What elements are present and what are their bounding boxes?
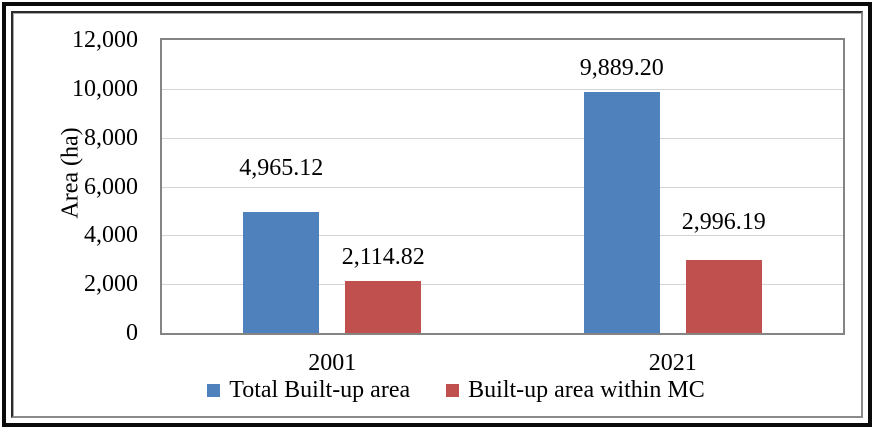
bar-value-label: 4,965.12 [239,154,324,181]
y-tick-label: 6,000 [84,173,138,200]
figure-inner-frame: Area (ha) 0 2,000 4,000 6,000 8,000 10,000 12,… [11,11,863,418]
gridline [162,284,843,286]
x-category-label: 2001 [308,350,357,376]
bar-2001-series-0 [243,211,320,333]
gridline [162,137,843,139]
bar-value-label: 9,889.20 [579,54,664,81]
y-tick-label: 2,000 [84,271,138,298]
y-tick-label: 8,000 [84,124,138,151]
bar-2001-series-1 [345,281,422,333]
bar-2021-series-0 [583,91,660,333]
x-category-label: 2021 [648,350,697,376]
legend-label: Total Built-up area [229,377,411,403]
y-tick-label: 0 [126,320,138,346]
plot-area: 4,965.12 2,114.82 9,889.20 2,996.19 [160,38,845,335]
gridline [162,235,843,237]
legend-label: Built-up area within MC [468,377,705,403]
bar-2021-series-1 [685,259,762,333]
legend: Total Built-up area Built-up area within… [32,376,878,404]
figure-frame: Area (ha) 0 2,000 4,000 6,000 8,000 10,000 12,… [2,2,872,427]
legend-swatch-icon [207,383,221,397]
bar-value-label: 2,114.82 [341,244,425,271]
y-tick-label: 4,000 [84,222,138,249]
legend-item-total-built-up-area: Total Built-up area [207,376,410,404]
legend-item-built-up-area-within-mc: Built-up area within MC [446,376,705,404]
legend-swatch-icon [446,383,460,397]
y-tick-label: 10,000 [72,75,138,102]
gridline [162,88,843,90]
y-tick-label: 12,000 [72,27,138,53]
gridline [162,186,843,188]
bar-value-label: 2,996.19 [681,208,766,235]
